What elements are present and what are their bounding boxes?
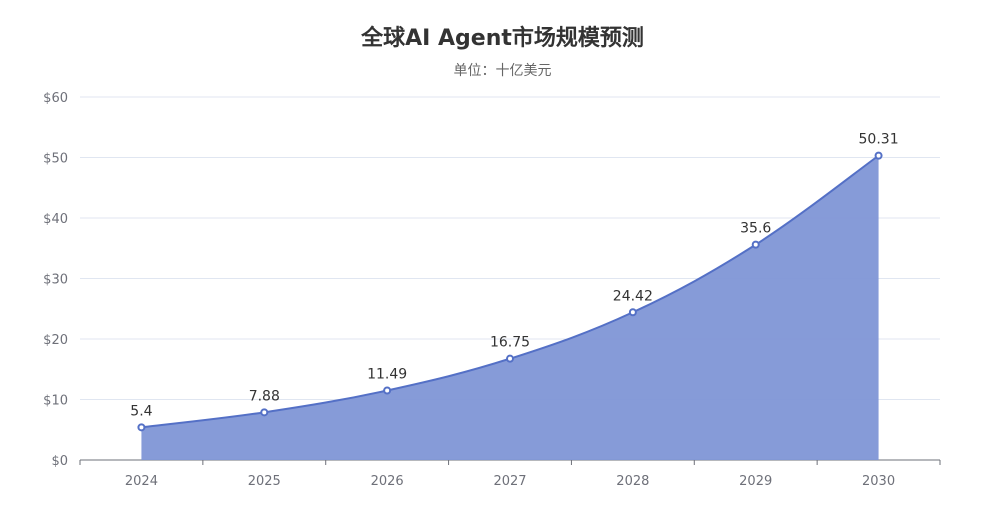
data-label: 35.6: [740, 221, 771, 237]
y-tick-label: $50: [43, 152, 68, 167]
y-tick-label: $0: [51, 454, 68, 469]
data-point: [628, 308, 637, 317]
series-area: [141, 155, 879, 460]
data-label: 11.49: [367, 366, 407, 382]
data-point: [506, 354, 514, 363]
x-tick-label: 2030: [862, 474, 895, 489]
y-tick-label: $20: [43, 333, 68, 348]
x-tick-label: 2025: [248, 474, 281, 489]
data-point: [751, 240, 760, 249]
data-label: 50.31: [859, 132, 899, 148]
x-tick-label: 2024: [125, 474, 158, 489]
data-label: 5.4: [130, 403, 152, 419]
x-tick-label: 2029: [739, 474, 772, 489]
data-point: [874, 151, 883, 160]
y-tick-label: $10: [43, 394, 68, 409]
data-point: [260, 408, 269, 417]
data-label: 16.75: [490, 335, 530, 351]
chart-subtitle: 单位：十亿美元: [453, 63, 552, 79]
x-tick-label: 2028: [616, 474, 649, 489]
y-tick-label: $40: [43, 212, 68, 227]
data-label: 7.88: [249, 388, 280, 404]
data-point: [383, 386, 392, 395]
data-label: 24.42: [613, 288, 653, 304]
y-tick-label: $60: [43, 91, 68, 106]
data-point: [137, 423, 146, 432]
chart-title: 全球AI Agent市场规模预测: [361, 26, 644, 51]
x-tick-label: 2027: [493, 474, 526, 489]
x-tick-label: 2026: [371, 474, 404, 489]
y-tick-label: $30: [43, 273, 68, 288]
